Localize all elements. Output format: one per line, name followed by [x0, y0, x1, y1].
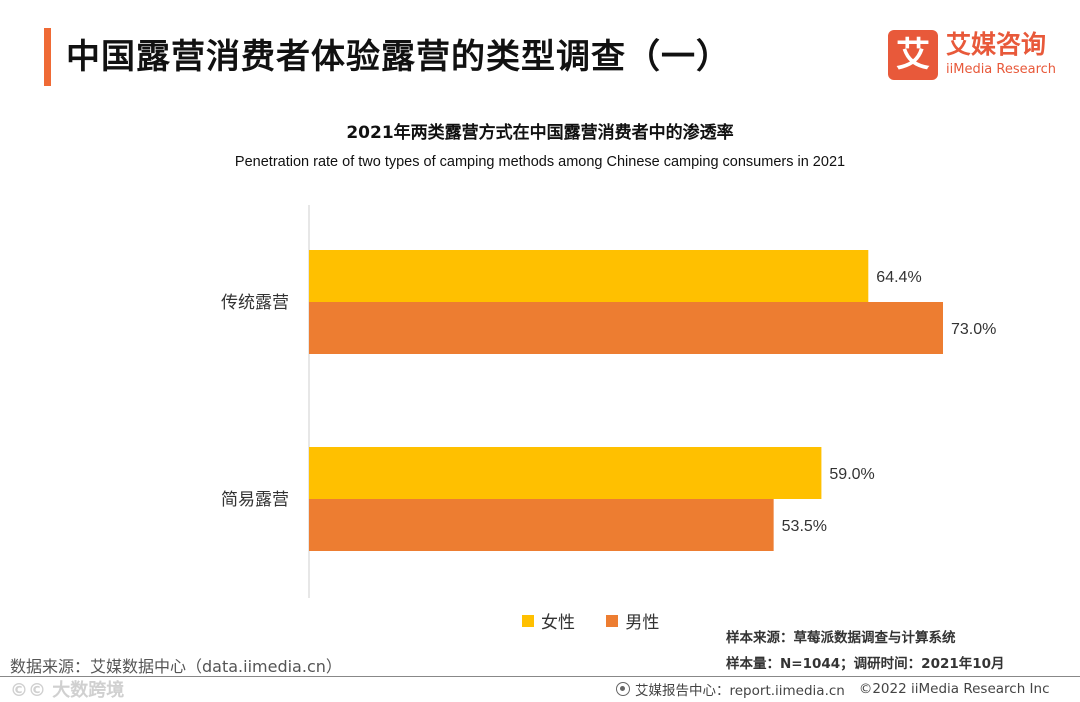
page-title: 中国露营消费者体验露营的类型调查（一） — [66, 37, 731, 77]
logo-name-en: iiMedia Research — [946, 62, 1057, 77]
data-label: 73.0% — [951, 321, 996, 338]
category-label: 简易露营 — [221, 490, 289, 510]
data-label: 64.4% — [876, 269, 921, 286]
legend-item-female: 女性 — [522, 608, 575, 633]
legend-swatch-female — [522, 614, 534, 627]
chart-title: 2021年两类露营方式在中国露营消费者中的渗透率 — [346, 123, 734, 143]
sample-size: 样本量：N=1044；调研时间：2021年10月 — [726, 656, 1005, 672]
data-label: 59.0% — [829, 466, 874, 483]
category-label: 传统露营 — [221, 293, 289, 313]
iimedia-logo: 艾 艾媒咨询 iiMedia Research — [888, 30, 1063, 82]
data-source: 数据来源：艾媒数据中心（data.iimedia.cn） — [10, 657, 342, 676]
watermark: ©© 大数跨境 — [10, 680, 125, 701]
footer-report-center: 艾媒报告中心：report.iimedia.cn — [635, 683, 845, 699]
footer-copyright: ©2022 iiMedia Research Inc — [858, 681, 1050, 697]
bar-female — [309, 447, 822, 499]
footer: 艾媒报告中心：report.iimedia.cn ©2022 iiMedia R… — [616, 679, 1050, 699]
data-label: 53.5% — [782, 518, 827, 535]
bar-male — [309, 302, 943, 354]
logo-name-cn: 艾媒咨询 — [946, 30, 1047, 59]
legend-item-male: 男性 — [606, 608, 659, 633]
legend-label-male: 男性 — [625, 613, 660, 633]
legend-swatch-male — [606, 614, 619, 627]
logo-mark: 艾 — [888, 30, 938, 80]
chart-legend: 女性 男性 — [522, 608, 685, 633]
globe-icon — [616, 682, 630, 696]
footer-divider — [0, 676, 1080, 677]
legend-label-female: 女性 — [541, 613, 575, 633]
chart-subtitle: Penetration rate of two types of camping… — [234, 154, 846, 170]
bar-male — [309, 499, 774, 551]
bar-female — [309, 250, 869, 302]
title-accent-bar — [44, 28, 51, 86]
sample-source: 样本来源：草莓派数据调查与计算系统 — [726, 630, 956, 646]
